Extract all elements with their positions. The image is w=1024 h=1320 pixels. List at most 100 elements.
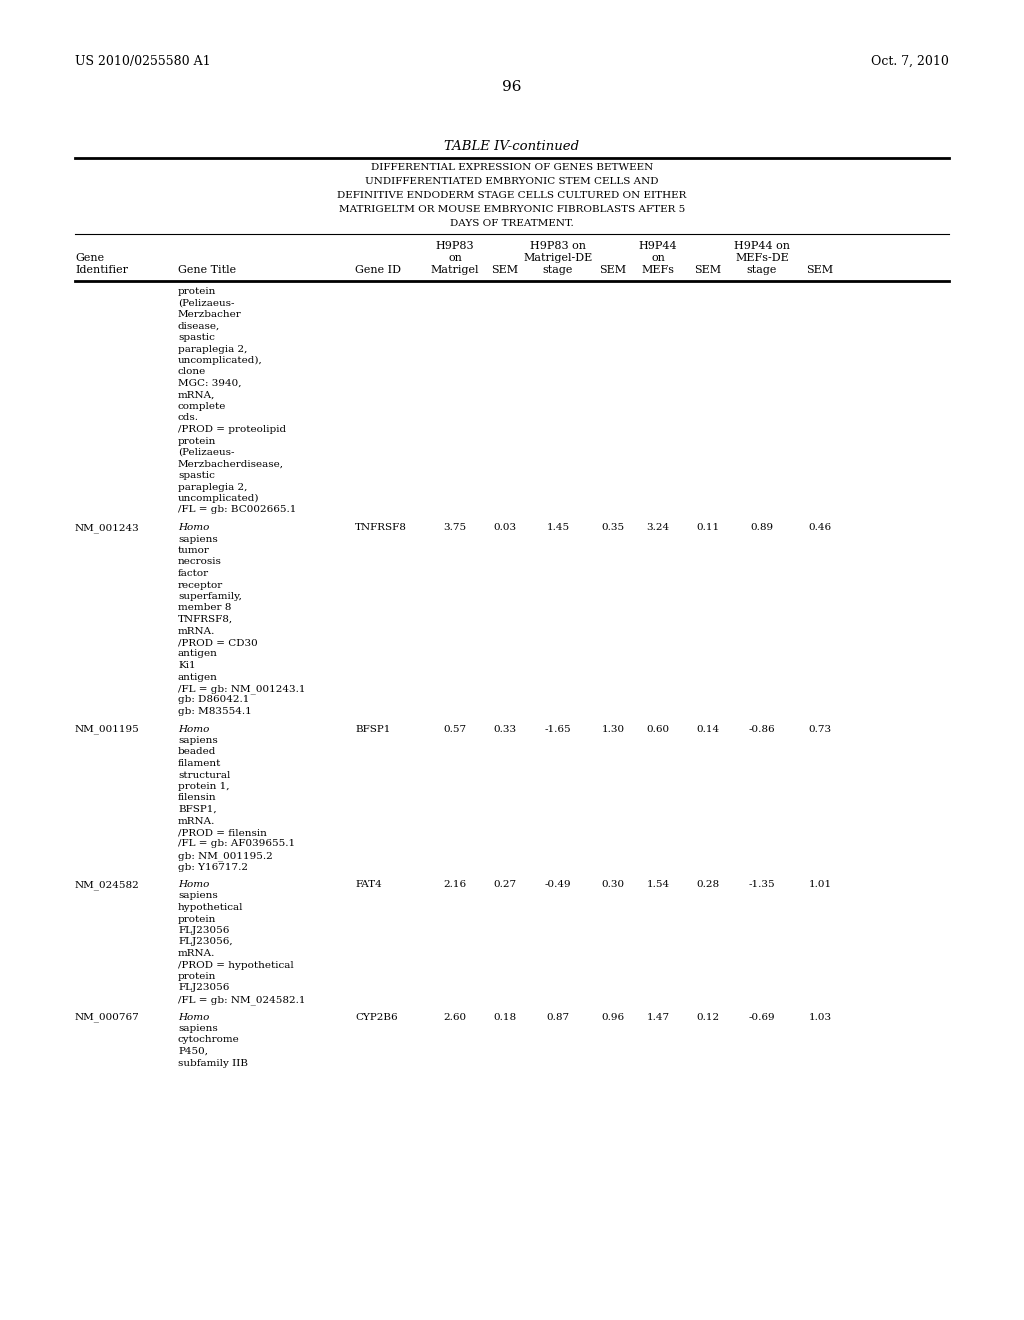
Text: H9P44: H9P44: [639, 242, 677, 251]
Text: -1.35: -1.35: [749, 880, 775, 888]
Text: protein: protein: [178, 286, 216, 296]
Text: DIFFERENTIAL EXPRESSION OF GENES BETWEEN: DIFFERENTIAL EXPRESSION OF GENES BETWEEN: [371, 162, 653, 172]
Text: /FL = gb: NM_024582.1: /FL = gb: NM_024582.1: [178, 995, 305, 1005]
Text: H9P83 on: H9P83 on: [530, 242, 586, 251]
Text: 0.60: 0.60: [646, 725, 670, 734]
Text: P450,: P450,: [178, 1047, 208, 1056]
Text: Homo: Homo: [178, 880, 209, 888]
Text: 0.46: 0.46: [808, 523, 831, 532]
Text: sapiens: sapiens: [178, 737, 218, 744]
Text: BFSP1,: BFSP1,: [178, 805, 217, 814]
Text: -0.69: -0.69: [749, 1012, 775, 1022]
Text: Ki1: Ki1: [178, 661, 196, 671]
Text: Matrigel-DE: Matrigel-DE: [523, 253, 593, 263]
Text: SEM: SEM: [694, 265, 722, 275]
Text: 0.03: 0.03: [494, 523, 516, 532]
Text: mRNA.: mRNA.: [178, 817, 215, 825]
Text: 3.75: 3.75: [443, 523, 467, 532]
Text: sapiens: sapiens: [178, 891, 218, 900]
Text: necrosis: necrosis: [178, 557, 222, 566]
Text: protein: protein: [178, 915, 216, 924]
Text: MEFs: MEFs: [641, 265, 675, 275]
Text: MEFs-DE: MEFs-DE: [735, 253, 788, 263]
Text: NM_001195: NM_001195: [75, 725, 139, 734]
Text: 0.57: 0.57: [443, 725, 467, 734]
Text: /PROD = filensin: /PROD = filensin: [178, 828, 267, 837]
Text: paraplegia 2,: paraplegia 2,: [178, 345, 248, 354]
Text: -1.65: -1.65: [545, 725, 571, 734]
Text: stage: stage: [746, 265, 777, 275]
Text: on: on: [449, 253, 462, 263]
Text: Homo: Homo: [178, 725, 209, 734]
Text: /PROD = CD30: /PROD = CD30: [178, 638, 258, 647]
Text: NM_001243: NM_001243: [75, 523, 139, 533]
Text: spastic: spastic: [178, 333, 215, 342]
Text: disease,: disease,: [178, 322, 220, 330]
Text: 0.33: 0.33: [494, 725, 516, 734]
Text: 0.28: 0.28: [696, 880, 720, 888]
Text: TNFRSF8: TNFRSF8: [355, 523, 407, 532]
Text: /PROD = hypothetical: /PROD = hypothetical: [178, 961, 294, 969]
Text: superfamily,: superfamily,: [178, 591, 242, 601]
Text: /FL = gb: BC002665.1: /FL = gb: BC002665.1: [178, 506, 296, 515]
Text: stage: stage: [543, 265, 573, 275]
Text: beaded: beaded: [178, 747, 216, 756]
Text: /FL = gb: AF039655.1: /FL = gb: AF039655.1: [178, 840, 295, 849]
Text: gb: NM_001195.2: gb: NM_001195.2: [178, 851, 272, 861]
Text: 96: 96: [502, 81, 522, 94]
Text: cytochrome: cytochrome: [178, 1035, 240, 1044]
Text: 0.14: 0.14: [696, 725, 720, 734]
Text: sapiens: sapiens: [178, 535, 218, 544]
Text: uncomplicated): uncomplicated): [178, 494, 259, 503]
Text: DAYS OF TREATMENT.: DAYS OF TREATMENT.: [451, 219, 573, 228]
Text: FLJ23056: FLJ23056: [178, 927, 229, 935]
Text: mRNA,: mRNA,: [178, 391, 215, 400]
Text: 0.73: 0.73: [808, 725, 831, 734]
Text: antigen: antigen: [178, 672, 218, 681]
Text: UNDIFFERENTIATED EMBRYONIC STEM CELLS AND: UNDIFFERENTIATED EMBRYONIC STEM CELLS AN…: [366, 177, 658, 186]
Text: Merzbacherdisease,: Merzbacherdisease,: [178, 459, 284, 469]
Text: 3.24: 3.24: [646, 523, 670, 532]
Text: FLJ23056: FLJ23056: [178, 983, 229, 993]
Text: TABLE IV-continued: TABLE IV-continued: [444, 140, 580, 153]
Text: 1.47: 1.47: [646, 1012, 670, 1022]
Text: (Pelizaeus-: (Pelizaeus-: [178, 298, 234, 308]
Text: paraplegia 2,: paraplegia 2,: [178, 483, 248, 491]
Text: NM_000767: NM_000767: [75, 1012, 139, 1022]
Text: 1.54: 1.54: [646, 880, 670, 888]
Text: H9P83: H9P83: [435, 242, 474, 251]
Text: 1.01: 1.01: [808, 880, 831, 888]
Text: 1.30: 1.30: [601, 725, 625, 734]
Text: -0.86: -0.86: [749, 725, 775, 734]
Text: gb: Y16717.2: gb: Y16717.2: [178, 862, 248, 871]
Text: Gene ID: Gene ID: [355, 265, 401, 275]
Text: 0.27: 0.27: [494, 880, 516, 888]
Text: 2.60: 2.60: [443, 1012, 467, 1022]
Text: spastic: spastic: [178, 471, 215, 480]
Text: protein 1,: protein 1,: [178, 781, 229, 791]
Text: 0.96: 0.96: [601, 1012, 625, 1022]
Text: gb: D86042.1: gb: D86042.1: [178, 696, 250, 705]
Text: NM_024582: NM_024582: [75, 880, 139, 890]
Text: 0.11: 0.11: [696, 523, 720, 532]
Text: BFSP1: BFSP1: [355, 725, 390, 734]
Text: US 2010/0255580 A1: US 2010/0255580 A1: [75, 55, 211, 69]
Text: 0.89: 0.89: [751, 523, 773, 532]
Text: Merzbacher: Merzbacher: [178, 310, 242, 319]
Text: hypothetical: hypothetical: [178, 903, 244, 912]
Text: filament: filament: [178, 759, 221, 768]
Text: structural: structural: [178, 771, 230, 780]
Text: clone: clone: [178, 367, 206, 376]
Text: mRNA.: mRNA.: [178, 627, 215, 635]
Text: (Pelizaeus-: (Pelizaeus-: [178, 447, 234, 457]
Text: member 8: member 8: [178, 603, 231, 612]
Text: protein: protein: [178, 972, 216, 981]
Text: TNFRSF8,: TNFRSF8,: [178, 615, 233, 624]
Text: MGC: 3940,: MGC: 3940,: [178, 379, 242, 388]
Text: FAT4: FAT4: [355, 880, 382, 888]
Text: Matrigel: Matrigel: [431, 265, 479, 275]
Text: SEM: SEM: [807, 265, 834, 275]
Text: FLJ23056,: FLJ23056,: [178, 937, 232, 946]
Text: Gene: Gene: [75, 253, 104, 263]
Text: DEFINITIVE ENDODERM STAGE CELLS CULTURED ON EITHER: DEFINITIVE ENDODERM STAGE CELLS CULTURED…: [337, 191, 687, 201]
